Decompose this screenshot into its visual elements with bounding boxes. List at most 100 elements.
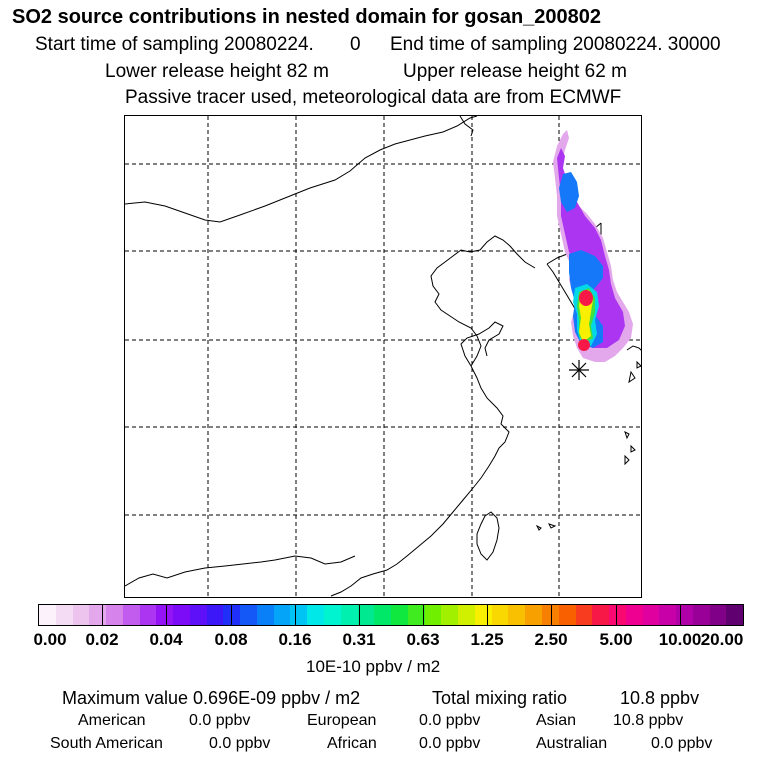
- colorbar-swatch: [525, 605, 542, 625]
- region-american-name: American: [78, 712, 146, 729]
- island: [624, 454, 630, 466]
- colorbar-tick-label: 5.00: [599, 630, 633, 649]
- colorbar-tick-label: 2.50: [534, 630, 568, 649]
- colorbar-swatch: [676, 605, 693, 625]
- colorbar-swatch: [558, 605, 576, 625]
- colorbar-tick-label: 0.63: [406, 630, 440, 649]
- plot-title: SO2 source contributions in nested domai…: [12, 6, 602, 28]
- island: [548, 523, 557, 529]
- colorbar-swatch: [374, 605, 392, 625]
- colorbar-swatch: [72, 605, 90, 625]
- colorbar-swatch: [156, 605, 174, 625]
- colorbar-divider: [359, 604, 360, 626]
- colorbar-divider: [295, 604, 296, 626]
- colorbar-swatch: [240, 605, 257, 625]
- colorbar-divider: [102, 604, 103, 626]
- coast-line: [330, 365, 510, 597]
- colorbar-swatch: [391, 605, 408, 625]
- colorbar-swatch: [39, 605, 56, 625]
- lower-release-height: Lower release height 82 m: [105, 61, 329, 82]
- colorbar-divider: [680, 604, 681, 626]
- colorbar-swatch: [290, 605, 308, 625]
- colorbar-swatch: [458, 605, 475, 625]
- total-mixing-ratio-value: 10.8 ppbv: [620, 688, 700, 708]
- colorbar-swatch: [424, 605, 442, 625]
- colorbar-swatch: [189, 605, 207, 625]
- island: [636, 360, 641, 369]
- region-south-american-value: 0.0 ppbv: [209, 735, 271, 752]
- colorbar-tick-label: 0.00: [33, 630, 67, 649]
- tracer-note: Passive tracer used, meteorological data…: [125, 87, 622, 108]
- colorbar-swatch: [273, 605, 291, 625]
- map-panel: [124, 115, 642, 598]
- colorbar-swatch: [256, 605, 274, 625]
- taiwan-island: [476, 511, 500, 561]
- colorbar-swatch: [659, 605, 677, 625]
- colorbar-swatch: [206, 605, 224, 625]
- island: [630, 444, 636, 453]
- colorbar-units: 10E-10 ppbv / m2: [306, 657, 441, 676]
- coastlines: [125, 116, 641, 597]
- colorbar-divider: [166, 604, 167, 626]
- island: [624, 431, 630, 440]
- colorbar-swatch: [508, 605, 526, 625]
- colorbar: [38, 604, 744, 626]
- colorbar-swatch: [441, 605, 459, 625]
- colorbar-swatch: [106, 605, 123, 625]
- colorbar-swatch: [642, 605, 660, 625]
- colorbar-swatch: [541, 605, 559, 625]
- end-time: End time of sampling 20080224. 30000: [390, 34, 721, 55]
- region-european-value: 0.0 ppbv: [419, 712, 481, 729]
- colorbar-swatch: [173, 605, 190, 625]
- colorbar-swatch: [692, 605, 710, 625]
- region-african-name: African: [327, 735, 377, 752]
- colorbar-tick-label: 0.31: [342, 630, 376, 649]
- maximum-value: Maximum value 0.696E-09 ppbv / m2: [62, 688, 361, 708]
- colorbar-swatch: [575, 605, 593, 625]
- colorbar-tick-label: 0.04: [149, 630, 183, 649]
- map-svg: [125, 116, 641, 597]
- receptor-marker: [569, 360, 589, 380]
- colorbar-divider: [231, 604, 232, 626]
- colorbar-tick-label: 0.02: [85, 630, 119, 649]
- plume-blue-north: [559, 172, 579, 212]
- total-mixing-ratio-label: Total mixing ratio: [432, 688, 568, 708]
- island: [535, 524, 542, 531]
- colorbar-divider: [423, 604, 424, 626]
- colorbar-swatch: [139, 605, 157, 625]
- colorbar-swatch: [122, 605, 140, 625]
- region-australian-value: 0.0 ppbv: [651, 735, 713, 752]
- region-australian-name: Australian: [536, 735, 608, 752]
- colorbar-swatch: [324, 605, 341, 625]
- region-african-value: 0.0 ppbv: [419, 735, 481, 752]
- colorbar-swatch: [625, 605, 643, 625]
- colorbar-divider: [487, 604, 488, 626]
- coast-line: [460, 321, 504, 367]
- colorbar-swatch: [474, 605, 492, 625]
- colorbar-tick-label: 0.08: [214, 630, 248, 649]
- region-european-name: European: [307, 712, 377, 729]
- start-hour: 0: [350, 34, 361, 55]
- coast-line: [626, 345, 641, 351]
- colorbar-swatch: [357, 605, 375, 625]
- upper-release-height: Upper release height 62 m: [403, 61, 627, 82]
- colorbar-divider: [616, 604, 617, 626]
- colorbar-swatch: [407, 605, 425, 625]
- region-asian-name: Asian: [536, 712, 577, 729]
- colorbar-swatch: [491, 605, 509, 625]
- colorbar-swatch: [55, 605, 73, 625]
- border-line: [459, 116, 474, 137]
- colorbar-tick-label: 0.16: [278, 630, 312, 649]
- region-american-value: 0.0 ppbv: [189, 712, 251, 729]
- colorbar-swatch: [340, 605, 358, 625]
- border-line: [125, 116, 478, 223]
- colorbar-swatch: [709, 605, 727, 625]
- border-line: [125, 555, 356, 587]
- colorbar-tick-label: 1.25: [470, 630, 504, 649]
- region-south-american-name: South American: [50, 735, 163, 752]
- colorbar-swatch: [592, 605, 610, 625]
- colorbar-swatch: [726, 605, 744, 625]
- so2-plume: [553, 130, 633, 362]
- coast-line: [430, 235, 536, 367]
- plume-red-core-north: [579, 290, 593, 306]
